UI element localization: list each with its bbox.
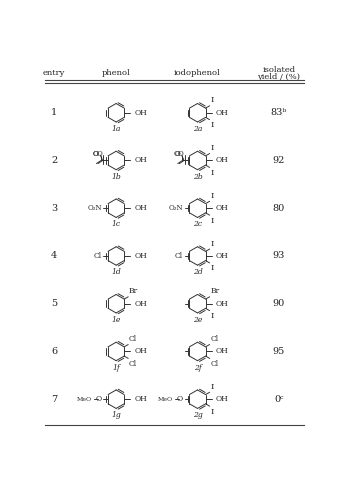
- Text: O: O: [96, 395, 102, 403]
- Text: 2b: 2b: [193, 173, 202, 181]
- Text: 2f: 2f: [193, 363, 201, 372]
- Text: MeO: MeO: [158, 397, 173, 402]
- Text: O: O: [174, 151, 180, 158]
- Text: I: I: [210, 169, 214, 177]
- Text: entry: entry: [43, 70, 65, 77]
- Text: 4: 4: [51, 252, 57, 260]
- Text: O: O: [177, 395, 183, 403]
- Text: Cl: Cl: [210, 335, 219, 343]
- Text: I: I: [210, 121, 214, 129]
- Text: 1: 1: [51, 108, 57, 117]
- Text: Cl: Cl: [94, 252, 102, 260]
- Text: yield / (%): yield / (%): [257, 73, 300, 80]
- Text: 2d: 2d: [193, 268, 202, 276]
- Text: 2c: 2c: [193, 220, 202, 228]
- Text: 93: 93: [273, 252, 285, 260]
- Text: I: I: [210, 264, 214, 272]
- Text: I: I: [210, 408, 214, 416]
- Text: 2: 2: [51, 156, 57, 165]
- Text: I: I: [210, 144, 214, 152]
- Text: 1g: 1g: [111, 411, 121, 419]
- Text: O: O: [93, 151, 99, 158]
- Text: MeO: MeO: [77, 397, 92, 402]
- Text: Cl: Cl: [129, 335, 137, 343]
- Text: OH: OH: [134, 156, 147, 165]
- Text: OH: OH: [216, 204, 228, 212]
- Text: OH: OH: [216, 109, 228, 117]
- Text: O₂N: O₂N: [169, 204, 183, 212]
- Text: OH: OH: [134, 395, 147, 403]
- Text: 2g: 2g: [193, 411, 202, 419]
- Text: isolated: isolated: [262, 66, 295, 75]
- Text: OH: OH: [216, 348, 228, 355]
- Text: 7: 7: [51, 394, 57, 404]
- Text: 95: 95: [273, 347, 285, 356]
- Text: 1d: 1d: [111, 268, 121, 276]
- Text: OH: OH: [134, 204, 147, 212]
- Text: I: I: [210, 312, 214, 320]
- Text: 6: 6: [51, 347, 57, 356]
- Text: 5: 5: [51, 299, 57, 308]
- Text: O: O: [174, 151, 180, 158]
- Text: O₂N: O₂N: [87, 204, 102, 212]
- Text: OH: OH: [216, 300, 228, 308]
- Text: 2e: 2e: [193, 316, 202, 324]
- Text: OH: OH: [134, 109, 147, 117]
- Text: OH: OH: [134, 300, 147, 308]
- Text: 90: 90: [273, 299, 285, 308]
- Text: phenol: phenol: [102, 70, 131, 77]
- Text: 2a: 2a: [193, 125, 202, 133]
- Text: I: I: [210, 383, 214, 391]
- Text: O: O: [97, 150, 102, 158]
- Text: O: O: [92, 151, 99, 158]
- Text: 1c: 1c: [112, 220, 121, 228]
- Text: OH: OH: [134, 252, 147, 260]
- Text: 1b: 1b: [111, 173, 121, 181]
- Text: Br: Br: [210, 287, 220, 295]
- Text: OH: OH: [134, 348, 147, 355]
- Text: I: I: [210, 96, 214, 104]
- Text: 92: 92: [273, 156, 285, 165]
- Text: 1e: 1e: [112, 316, 121, 324]
- Text: 83ᵇ: 83ᵇ: [271, 108, 287, 117]
- Text: OH: OH: [216, 252, 228, 260]
- Text: 3: 3: [51, 204, 57, 213]
- Text: I: I: [210, 192, 214, 200]
- Text: 0ᶜ: 0ᶜ: [274, 394, 284, 404]
- Text: 80: 80: [273, 204, 285, 213]
- Text: Cl: Cl: [175, 252, 183, 260]
- Text: 1a: 1a: [112, 125, 121, 133]
- Text: OH: OH: [216, 156, 228, 165]
- Text: Cl: Cl: [129, 360, 137, 368]
- Text: Br: Br: [129, 287, 138, 295]
- Text: 1f: 1f: [112, 363, 120, 372]
- Text: Cl: Cl: [210, 360, 219, 368]
- Text: O: O: [178, 150, 184, 158]
- Text: iodophenol: iodophenol: [174, 70, 221, 77]
- Text: I: I: [210, 217, 214, 225]
- Text: OH: OH: [216, 395, 228, 403]
- Text: I: I: [210, 240, 214, 247]
